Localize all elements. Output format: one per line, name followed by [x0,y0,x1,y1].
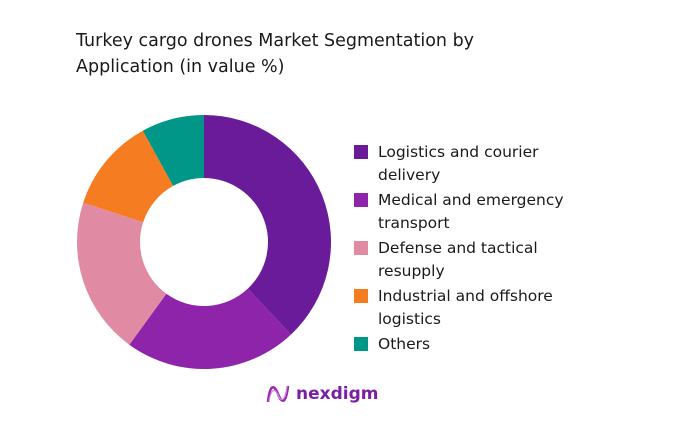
legend-label: Medical and emergency transport [378,191,564,232]
legend-swatch [354,145,368,159]
logo-wave-icon [266,385,290,403]
legend-item: Industrial and offshore logistics [354,285,604,331]
logo-text: nexdigm [296,384,379,404]
legend-swatch [354,241,368,255]
legend-item: Defense and tactical resupply [354,237,604,283]
legend-label: Others [378,335,431,353]
legend-item: Logistics and courier delivery [354,141,604,187]
legend-item: Others [354,333,604,356]
legend-label: Defense and tactical resupply [378,239,538,280]
legend-label: Logistics and courier delivery [378,143,539,184]
chart-title: Turkey cargo drones Market Segmentation … [76,31,475,77]
slice-defense-and-tactical-resupply [76,202,167,345]
legend-item: Medical and emergency transport [354,189,604,235]
legend: Logistics and courier delivery Medical an… [354,141,604,358]
legend-label: Industrial and offshore logistics [378,287,553,328]
legend-swatch [354,337,368,351]
legend-swatch [354,193,368,207]
slice-logistics-and-courier-delivery [204,115,331,335]
slice-others [142,115,204,186]
nexdigm-logo: nexdigm [266,382,378,406]
slice-industrial-and-offshore-logistics [83,130,174,223]
legend-swatch [354,289,368,303]
slice-medical-and-emergency-transport [129,288,291,369]
